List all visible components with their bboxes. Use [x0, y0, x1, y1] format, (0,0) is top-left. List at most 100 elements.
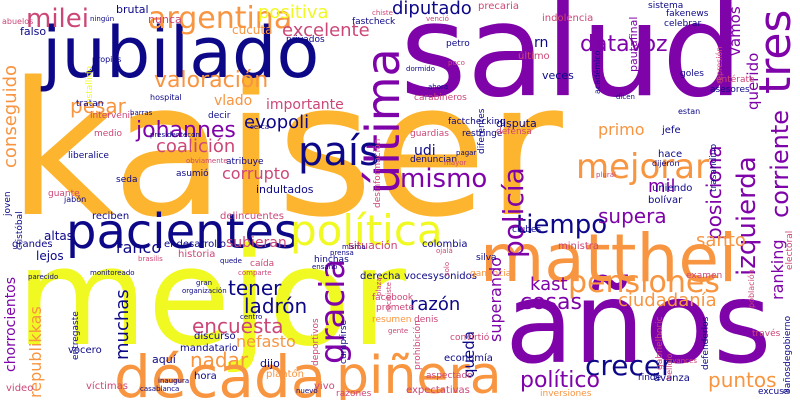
word: represión — [715, 46, 724, 84]
word: ganancias — [470, 269, 516, 279]
word: entregaste — [71, 311, 81, 360]
word: izquierda — [732, 156, 762, 276]
word: excusa — [758, 387, 790, 397]
word: reciben — [92, 211, 130, 222]
word: celebrar — [664, 19, 702, 29]
word: denis — [414, 315, 439, 325]
word: expectativas — [406, 385, 470, 396]
word: positiva — [258, 2, 329, 23]
word: sistema — [648, 1, 684, 11]
word: colombia — [422, 239, 468, 250]
word: víctimas — [86, 381, 128, 392]
word: década — [114, 343, 327, 400]
word: resumen — [372, 315, 412, 325]
word: último — [518, 51, 550, 62]
word: 3añosdegobierno — [783, 315, 793, 394]
word: avances — [668, 357, 697, 365]
word: historia — [178, 249, 216, 260]
word: tiempo — [516, 210, 608, 240]
word: argentina — [148, 1, 293, 36]
word: hinchas — [314, 255, 349, 265]
word: defenderlos — [701, 316, 711, 370]
word: gran — [196, 279, 213, 287]
word: policía — [497, 167, 530, 258]
word: promete — [376, 303, 415, 313]
word: población — [747, 269, 756, 308]
word: plaza — [375, 277, 383, 296]
word: jabón — [64, 195, 87, 204]
word: vivo — [314, 381, 335, 392]
word: crecer — [585, 349, 673, 382]
word: santo — [696, 230, 746, 251]
word: facebook — [372, 293, 414, 303]
word: hora — [194, 371, 217, 382]
word: petro — [446, 39, 470, 49]
word: disputa — [496, 117, 537, 130]
word: datavoz — [580, 32, 668, 57]
word: inaugura — [158, 377, 190, 385]
word: lejos — [36, 249, 64, 263]
word: muchas — [112, 289, 133, 360]
word: académico — [593, 50, 602, 94]
word: altas — [44, 229, 73, 243]
word: electoral — [785, 230, 795, 270]
word: privados — [286, 35, 325, 45]
word: pesar — [70, 94, 126, 118]
word: atribuye — [226, 157, 264, 167]
word: supera — [598, 204, 667, 228]
word: tratan — [76, 99, 104, 109]
word: pautafinal — [627, 16, 640, 72]
word: chiste — [372, 9, 393, 17]
word: dijeron — [652, 159, 680, 168]
word: diferentes — [477, 108, 487, 154]
word: defensa — [496, 127, 532, 137]
word: economía — [444, 353, 493, 364]
word: pacientes — [66, 204, 299, 260]
word: ensaño — [312, 263, 338, 271]
word: ningún — [90, 15, 115, 23]
word: primo — [598, 120, 645, 139]
word: vlado — [214, 93, 253, 109]
word: gente — [388, 327, 409, 335]
word: nunca — [148, 13, 182, 26]
word: chorrocientos — [3, 276, 19, 372]
word: kast — [530, 274, 568, 295]
word: abuelos — [2, 17, 34, 26]
word: cristóbal — [15, 211, 25, 250]
word: ladrón — [244, 294, 308, 318]
word: estallido — [85, 66, 95, 104]
word: diputado — [392, 0, 472, 19]
word: mandatario — [180, 343, 238, 354]
word: indolencia — [542, 13, 594, 24]
word: barras — [130, 109, 153, 117]
word: vocero — [68, 345, 102, 356]
word: veces — [542, 69, 574, 82]
word: delincuentes — [220, 211, 285, 222]
word: mejor — [16, 219, 407, 376]
word: solo — [443, 261, 451, 276]
word: discurso — [194, 331, 236, 342]
word: cosas — [520, 290, 582, 315]
word: tener — [228, 276, 282, 300]
word: mejorar — [576, 147, 710, 187]
word: propios — [92, 55, 122, 64]
word: dicen — [616, 93, 635, 101]
word: asumió — [176, 169, 209, 179]
word: misma — [342, 243, 366, 251]
word: ojalá — [436, 247, 453, 255]
word: inversiones — [540, 389, 592, 399]
word: rn — [534, 35, 549, 51]
word: nadar — [190, 348, 249, 372]
word: centro — [240, 313, 263, 321]
word: conseguido — [0, 64, 21, 168]
word: situación — [348, 239, 398, 252]
word: convirtió — [450, 333, 490, 343]
word: parecido — [28, 273, 59, 281]
word: jefe — [662, 125, 681, 136]
word: denuncian — [410, 155, 458, 165]
word: ciudadanía — [618, 290, 717, 311]
word: restringe — [462, 129, 503, 139]
word: medio — [94, 129, 123, 139]
word: obviamente — [186, 157, 228, 165]
